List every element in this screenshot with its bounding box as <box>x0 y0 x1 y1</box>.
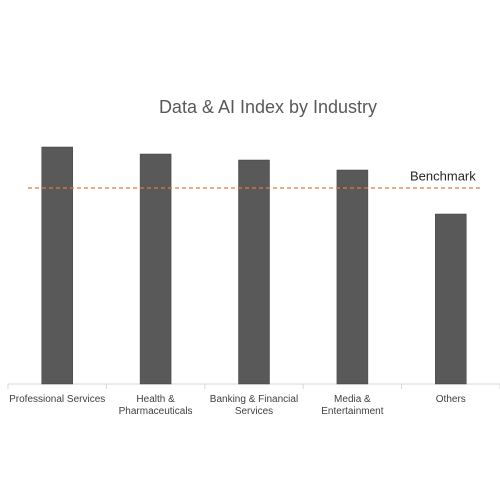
x-tick-label: Banking & Financial Services <box>209 394 299 417</box>
bar <box>435 213 467 385</box>
x-tick-label: Professional Services <box>9 394 106 405</box>
x-tick-label: Others <box>435 394 466 405</box>
bar <box>336 169 369 385</box>
benchmark-label: Benchmark <box>410 168 476 183</box>
bar <box>139 153 172 385</box>
x-tick-label: Health & Pharmaceuticals <box>118 394 193 417</box>
x-tick-label: Media & Entertainment <box>321 394 384 417</box>
bar <box>41 146 73 385</box>
bar <box>238 159 270 385</box>
chart-title: Data & AI Index by Industry <box>159 97 377 117</box>
